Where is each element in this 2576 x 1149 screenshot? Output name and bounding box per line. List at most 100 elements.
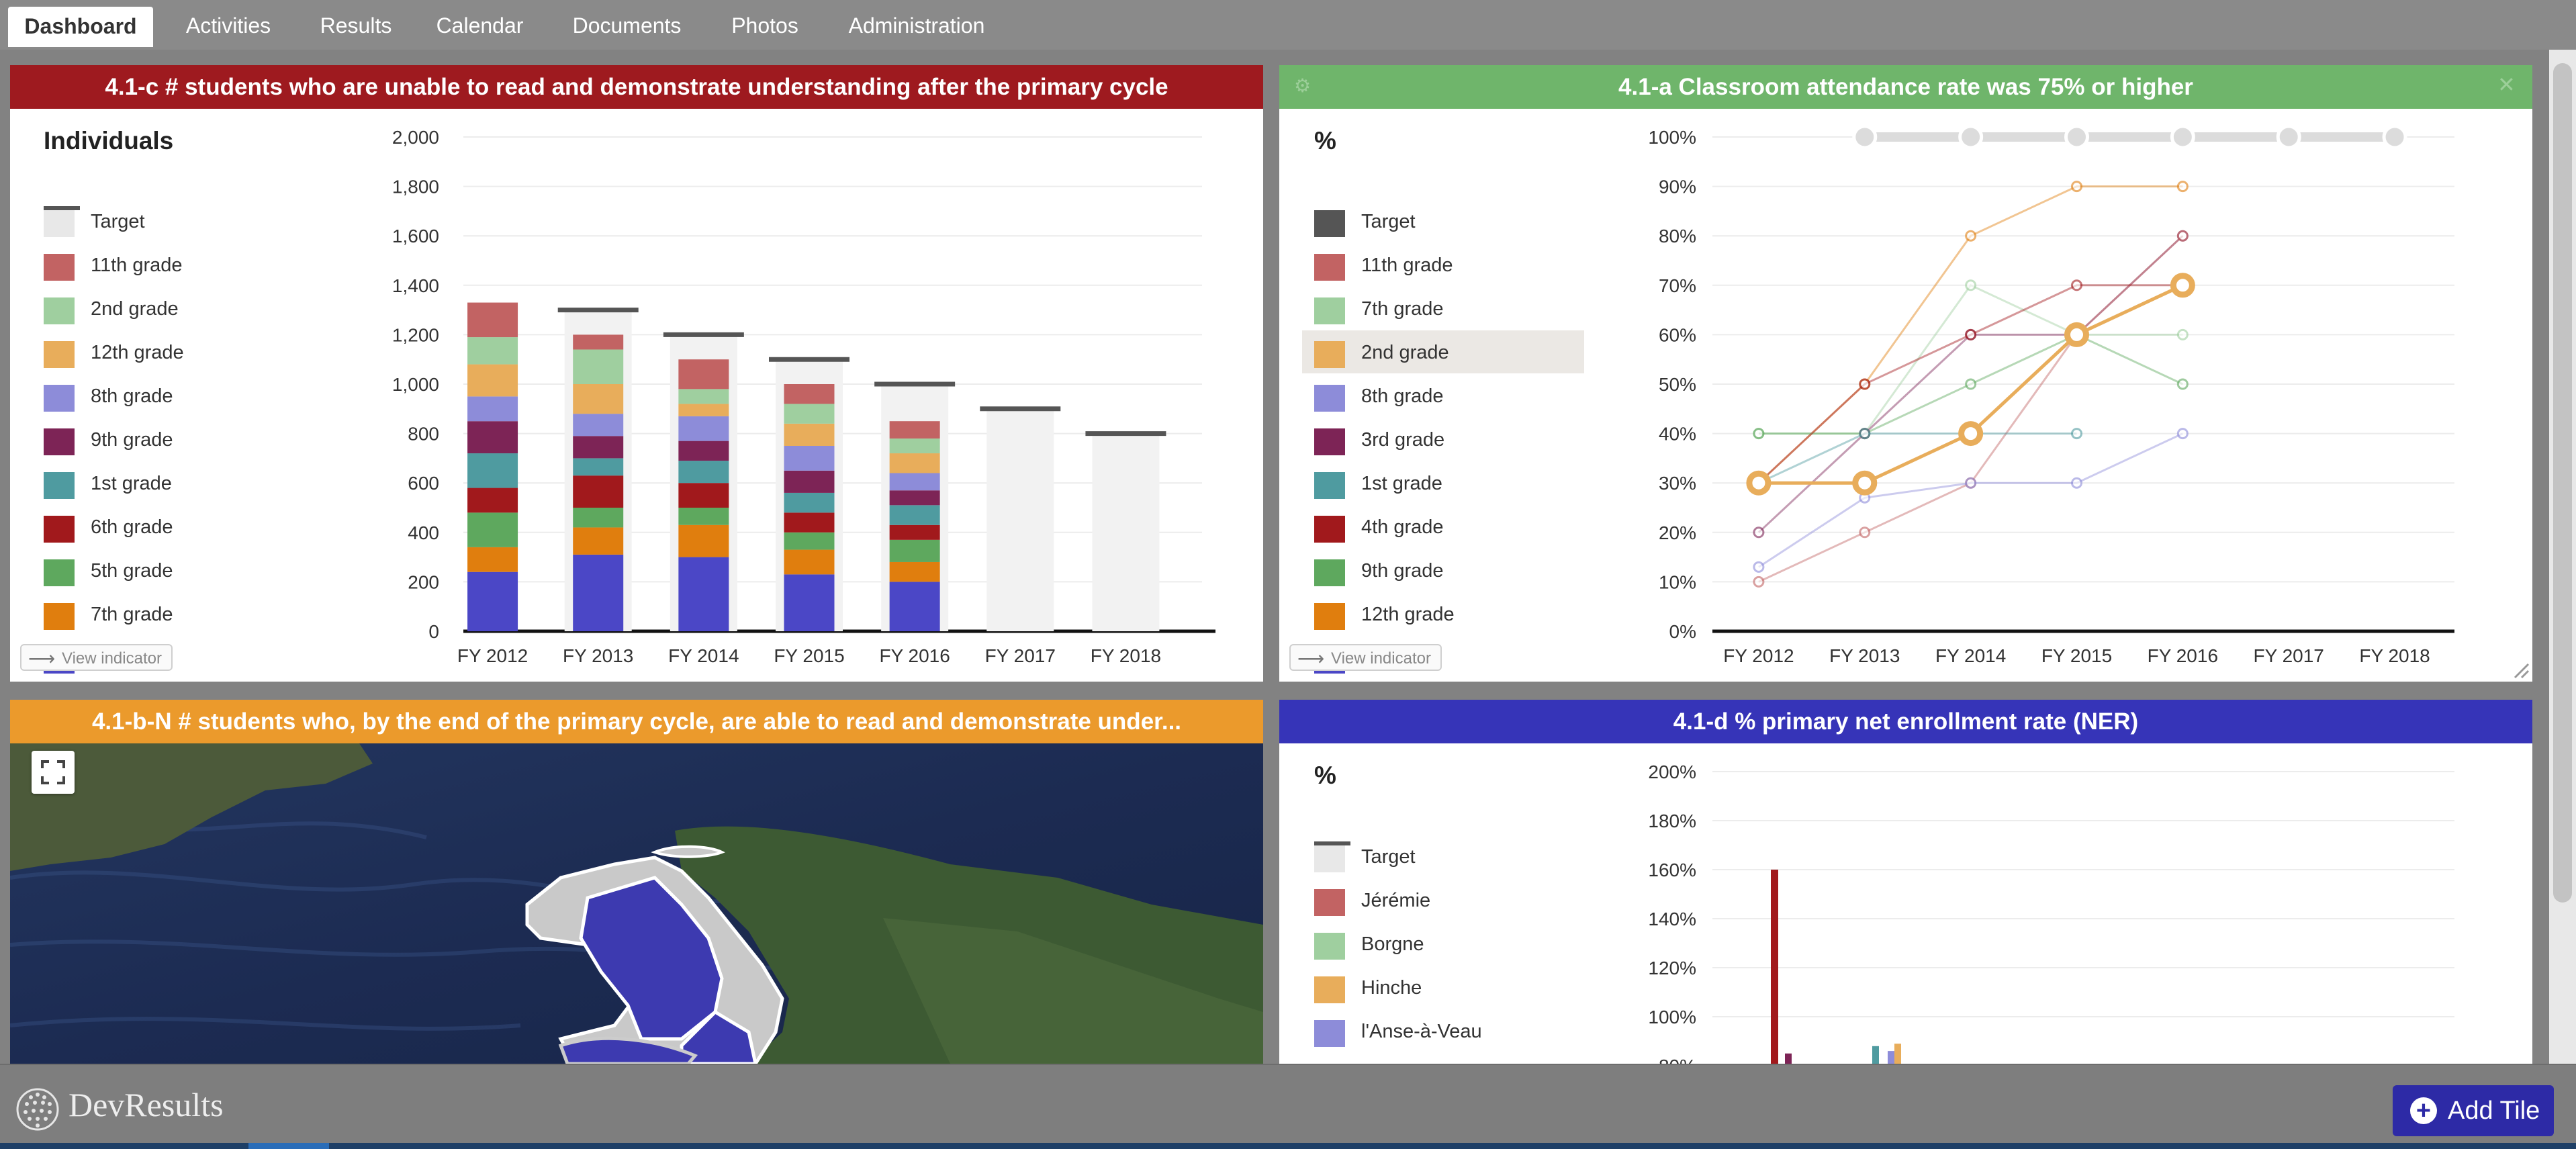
bar-segment-1st-grade[interactable] [573,458,624,476]
data-point-8th-grade[interactable] [2176,428,2189,440]
legend-item-2nd-grade[interactable]: 2nd grade [1302,330,1584,373]
legend-item-11th-grade[interactable]: 11th grade [1314,250,1583,281]
bar-segment-6th-grade[interactable] [889,524,940,540]
legend-item-l-anse-veau[interactable]: l'Anse-à-Veau [1314,1016,1583,1047]
bar-segment-9th-grade[interactable] [889,490,940,506]
bar-hinche[interactable] [1894,1044,1901,1064]
bar-segment-6th-grade[interactable] [784,512,835,533]
bar-segment-5th-grade[interactable] [678,508,729,525]
data-point-2nd-grade[interactable] [1852,470,1878,496]
legend-item-1st-grade[interactable]: 1st grade [1314,468,1583,499]
bar-segment-other[interactable] [889,582,940,631]
legend-item-11th-grade[interactable]: 11th grade [44,250,245,281]
target-point[interactable] [2170,124,2195,150]
data-point-2nd-grade[interactable] [2170,273,2195,298]
data-point-9th-grade[interactable] [1753,428,1765,440]
data-point-11th-grade[interactable] [2176,230,2189,242]
bar-segment-8th-grade[interactable] [889,473,940,491]
bar-segment-1st-grade[interactable] [889,505,940,525]
bar-segment-12th-grade[interactable] [784,423,835,446]
legend-item-7th-grade[interactable]: 7th grade [1314,293,1583,324]
series-line-7th-grade[interactable] [1758,283,2183,435]
legend-item-8th-grade[interactable]: 8th grade [44,381,245,412]
bar-segment-2nd-grade[interactable] [889,438,940,454]
tab-administration[interactable]: Administration [848,13,985,38]
map-view[interactable] [10,743,1263,1064]
bar-segment-7th-grade[interactable] [678,524,729,557]
data-point-12th-grade[interactable] [2176,181,2189,193]
scrollbar-thumb[interactable] [2553,63,2572,903]
bar-segment-12th-grade[interactable] [889,453,940,473]
data-point-7th-grade[interactable] [1965,279,1977,291]
tile-title[interactable]: 4.1-b-N # students who, by the end of th… [10,700,1263,743]
legend-item-4th-grade[interactable]: 4th grade [1314,512,1583,543]
bar-segment-5th-grade[interactable] [467,512,518,547]
view-indicator-button[interactable]: ⟶ View indicator [20,644,173,671]
data-point-8th-grade[interactable] [1965,477,1977,489]
target-point[interactable] [2276,124,2301,150]
legend-item-6th-grade[interactable]: 6th grade [44,512,245,543]
view-indicator-button[interactable]: ⟶ View indicator [1289,644,1442,671]
bar-segment-other[interactable] [573,554,624,631]
bar-segment-6th-grade[interactable] [573,475,624,508]
data-point-1st-grade[interactable] [1859,428,1871,440]
bar-segment-12th-grade[interactable] [467,364,518,397]
bar-segment-11th-grade[interactable] [573,334,624,350]
bar-segment-8th-grade[interactable] [784,446,835,471]
legend-item-8th-grade[interactable]: 8th grade [1314,381,1583,412]
tab-results[interactable]: Results [320,13,392,38]
tab-dashboard[interactable]: Dashboard [8,7,153,47]
bar-segment-7th-grade[interactable] [889,561,940,582]
data-point-12th-grade[interactable] [2071,181,2082,193]
bar-segment-2nd-grade[interactable] [467,337,518,365]
bar-segment-8th-grade[interactable] [467,396,518,422]
tab-activities[interactable]: Activities [185,13,271,38]
haiti-region-highlight[interactable] [579,876,724,1041]
close-icon[interactable]: ✕ [2497,73,2516,97]
bar-l-anse-veau[interactable] [1888,1051,1894,1064]
legend-item-hinche[interactable]: Hinche [1314,972,1583,1003]
legend-item-5th-grade[interactable]: 5th grade [44,555,245,586]
bar-segment-2nd-grade[interactable] [573,349,624,384]
target-point[interactable] [2382,124,2407,150]
bar-segment-2nd-grade[interactable] [678,389,729,404]
tile-title[interactable]: 4.1-d % primary net enrollment rate (NER… [1279,700,2532,743]
data-point-1st-grade[interactable] [2071,428,2082,440]
tab-photos[interactable]: Photos [731,13,798,38]
bar-segment-other[interactable] [784,574,835,631]
data-point-2nd-grade[interactable] [1958,421,1984,447]
bar-segment-other[interactable] [467,571,518,631]
data-point-8th-grade[interactable] [1753,561,1765,573]
tile-title[interactable]: 4.1-a Classroom attendance rate was 75% … [1279,65,2532,109]
bar-segment-5th-grade[interactable] [573,508,624,528]
legend-item-j-r-mie[interactable]: Jérémie [1314,885,1583,916]
data-point-8th-grade[interactable] [2071,477,2082,489]
bar-borgne[interactable] [1872,1046,1879,1064]
bar-segment-1st-grade[interactable] [678,461,729,484]
data-point-9th-grade[interactable] [2176,378,2189,390]
legend-item-target[interactable]: Target [1314,206,1583,237]
series-line-1st-grade[interactable] [1758,432,2077,484]
data-point-4th-grade[interactable] [1965,328,1977,340]
bar-segment-7th-grade[interactable] [467,547,518,572]
bar-segment-8th-grade[interactable] [573,414,624,436]
bar-segment-12th-grade[interactable] [678,404,729,416]
bar-j-r-mie[interactable] [1771,870,1778,1064]
data-point-7th-grade[interactable] [2176,328,2189,340]
tab-documents[interactable]: Documents [572,13,682,38]
bar-segment-6th-grade[interactable] [467,488,518,513]
bar-borgne[interactable] [1785,1053,1792,1064]
target-point[interactable] [2064,124,2089,150]
legend-item-12th-grade[interactable]: 12th grade [44,337,245,368]
bar-segment-11th-grade[interactable] [889,421,940,439]
bar-segment-12th-grade[interactable] [573,384,624,414]
bar-segment-11th-grade[interactable] [467,302,518,338]
bar-segment-6th-grade[interactable] [678,483,729,508]
bar-segment-2nd-grade[interactable] [784,404,835,424]
bar-segment-9th-grade[interactable] [467,421,518,454]
bar-segment-9th-grade[interactable] [784,470,835,493]
resize-handle[interactable] [2512,661,2530,679]
bar-segment-11th-grade[interactable] [678,359,729,389]
data-point-2nd-grade[interactable] [2064,322,2089,347]
bar-segment-7th-grade[interactable] [573,527,624,555]
